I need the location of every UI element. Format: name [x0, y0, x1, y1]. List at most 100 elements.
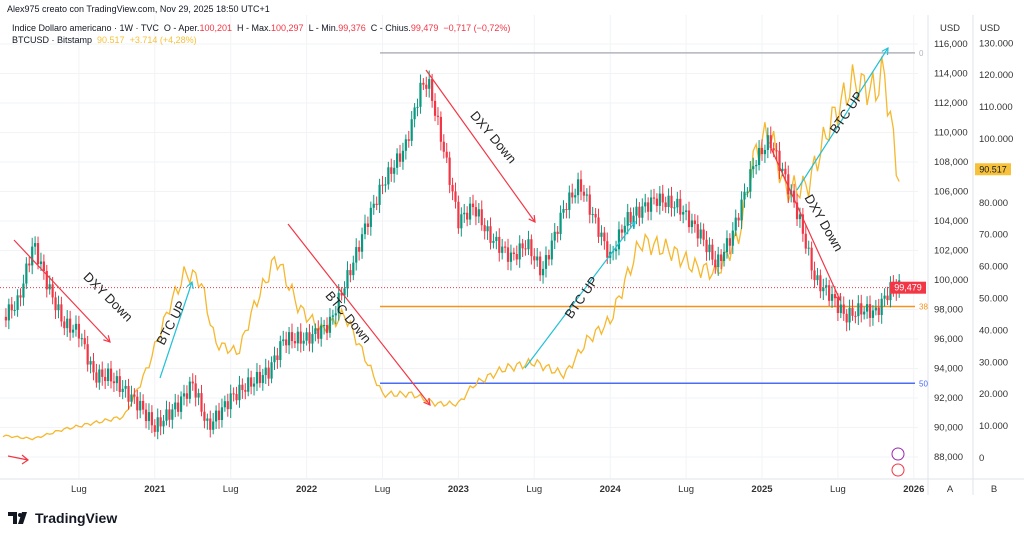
btc-last-price-label: 90.517	[979, 164, 1007, 174]
dxy-candle-body	[664, 202, 667, 208]
dxy-candle-body	[541, 268, 545, 276]
dxy-candle-body	[217, 410, 221, 420]
tradingview-logo[interactable]: TradingView	[8, 510, 117, 526]
dxy-candle-body	[115, 376, 118, 384]
dxy-candle-body	[206, 418, 209, 421]
dxy-candle-body	[241, 384, 244, 391]
dxy-candle-body	[92, 361, 95, 373]
dxy-candle-body	[705, 239, 708, 253]
dxy-candle-body	[147, 412, 151, 422]
scale-mode-button[interactable]: B	[991, 484, 997, 495]
dxy-candle-body	[720, 254, 723, 261]
annotation-label: BTC UP	[826, 89, 866, 137]
dxy-candle-body	[188, 381, 191, 399]
btc-axis-tick: 40.000	[979, 325, 1008, 336]
dxy-candle-body	[390, 167, 393, 174]
dxy-candle-body	[419, 82, 422, 107]
dxy-candle-body	[10, 304, 13, 311]
dxy-candle-body	[606, 241, 609, 258]
dxy-candle-body	[752, 166, 755, 170]
dxy-candle-body	[51, 284, 54, 298]
arrow-right-icon	[7, 454, 30, 465]
dxy-candle-body	[404, 139, 407, 151]
scale-mode-button[interactable]: A	[947, 484, 954, 495]
btc-axis-tick: 100.000	[979, 134, 1013, 145]
dxy-candle-body	[775, 150, 778, 152]
dxy-candle-body	[553, 231, 556, 241]
dxy-candle-body	[676, 198, 679, 208]
dxy-candle-body	[150, 412, 153, 426]
dxy-candle-body	[576, 179, 580, 196]
dxy-axis-tick: 96,000	[934, 334, 963, 345]
dxy-candle-body	[766, 135, 769, 150]
dxy-candle-body	[355, 247, 358, 263]
dxy-candle-body	[863, 311, 866, 315]
dxy-candle-body	[667, 195, 670, 208]
dxy-candle-body	[480, 209, 483, 226]
dxy-candle-body	[699, 229, 702, 239]
dxy-candle-body	[104, 376, 107, 382]
dxy-candle-body	[483, 225, 486, 232]
dxy-candle-body	[229, 393, 232, 410]
dxy-candle-body	[787, 174, 790, 195]
dxy-candle-body	[772, 148, 775, 151]
dxy-axis-tick: 100,000	[934, 275, 968, 286]
tradingview-logo-icon	[8, 512, 27, 524]
dxy-candle-body	[305, 332, 308, 341]
dxy-candle-body	[661, 193, 664, 203]
annotation-label: BTC UP	[561, 274, 601, 322]
open-value: 100,201	[199, 23, 232, 33]
dxy-axis-tick: 110,000	[934, 128, 968, 139]
legend-dxy[interactable]: Indice Dollaro americano · 1W · TVC O - …	[12, 22, 510, 34]
dxy-candle-body	[74, 323, 78, 330]
btc-axis-tick: 80.000	[979, 198, 1008, 209]
dxy-candle-body	[106, 368, 110, 382]
dxy-candle-body	[279, 341, 282, 361]
dxy-candle-body	[708, 244, 711, 253]
dxy-candle-body	[25, 263, 28, 284]
dxy-candle-body	[255, 371, 259, 384]
dxy-candle-body	[652, 197, 656, 199]
dxy-candle-body	[89, 361, 92, 365]
dxy-symbol-name: Indice Dollaro americano · 1W · TVC	[12, 23, 159, 33]
us-flag-event-icon[interactable]	[891, 463, 905, 477]
dxy-candle-body	[124, 385, 127, 389]
dxy-candle-body	[623, 225, 626, 233]
dxy-last-price-label: 99,479	[894, 283, 922, 293]
lightning-event-icon[interactable]	[891, 447, 905, 461]
fib-level-label: 50	[919, 379, 928, 388]
legend-btc[interactable]: BTCUSD · Bitstamp 90.517 +3.714 (+4,28%)	[12, 34, 510, 46]
arrow-head-icon	[186, 280, 194, 289]
dxy-candle-body	[757, 147, 761, 166]
dxy-candle-body	[682, 211, 685, 215]
dxy-candle-body	[136, 396, 139, 411]
dxy-candle-body	[865, 304, 869, 312]
dxy-candle-body	[819, 275, 822, 292]
dxy-candle-body	[530, 239, 533, 257]
dxy-candle-body	[71, 329, 75, 333]
dxy-candle-body	[810, 247, 813, 271]
fib-level-label: 38	[919, 303, 928, 312]
dxy-candle-body	[433, 100, 437, 116]
dxy-candle-body	[539, 256, 542, 276]
dxy-candle-body	[734, 217, 737, 231]
dxy-candle-body	[232, 393, 235, 395]
dxy-candle-body	[658, 193, 661, 206]
dxy-candle-body	[778, 150, 781, 171]
dxy-candle-body	[372, 203, 375, 208]
dxy-candle-body	[282, 339, 285, 342]
dxy-candle-body	[801, 214, 804, 234]
low-label: L - Min.	[308, 23, 339, 33]
dxy-candle-body	[349, 270, 352, 276]
dxy-axis-tick: 108,000	[934, 157, 968, 168]
dxy-candle-body	[393, 167, 396, 174]
time-axis-label: 2025	[751, 484, 773, 495]
dxy-candle-body	[477, 209, 480, 217]
dxy-candles	[4, 70, 901, 440]
dxy-candle-body	[524, 248, 527, 250]
dxy-candle-body	[755, 165, 758, 167]
dxy-candle-body	[784, 168, 787, 175]
dxy-candle-body	[883, 295, 886, 299]
dxy-change: −0,717 (−0,72%)	[443, 23, 511, 33]
